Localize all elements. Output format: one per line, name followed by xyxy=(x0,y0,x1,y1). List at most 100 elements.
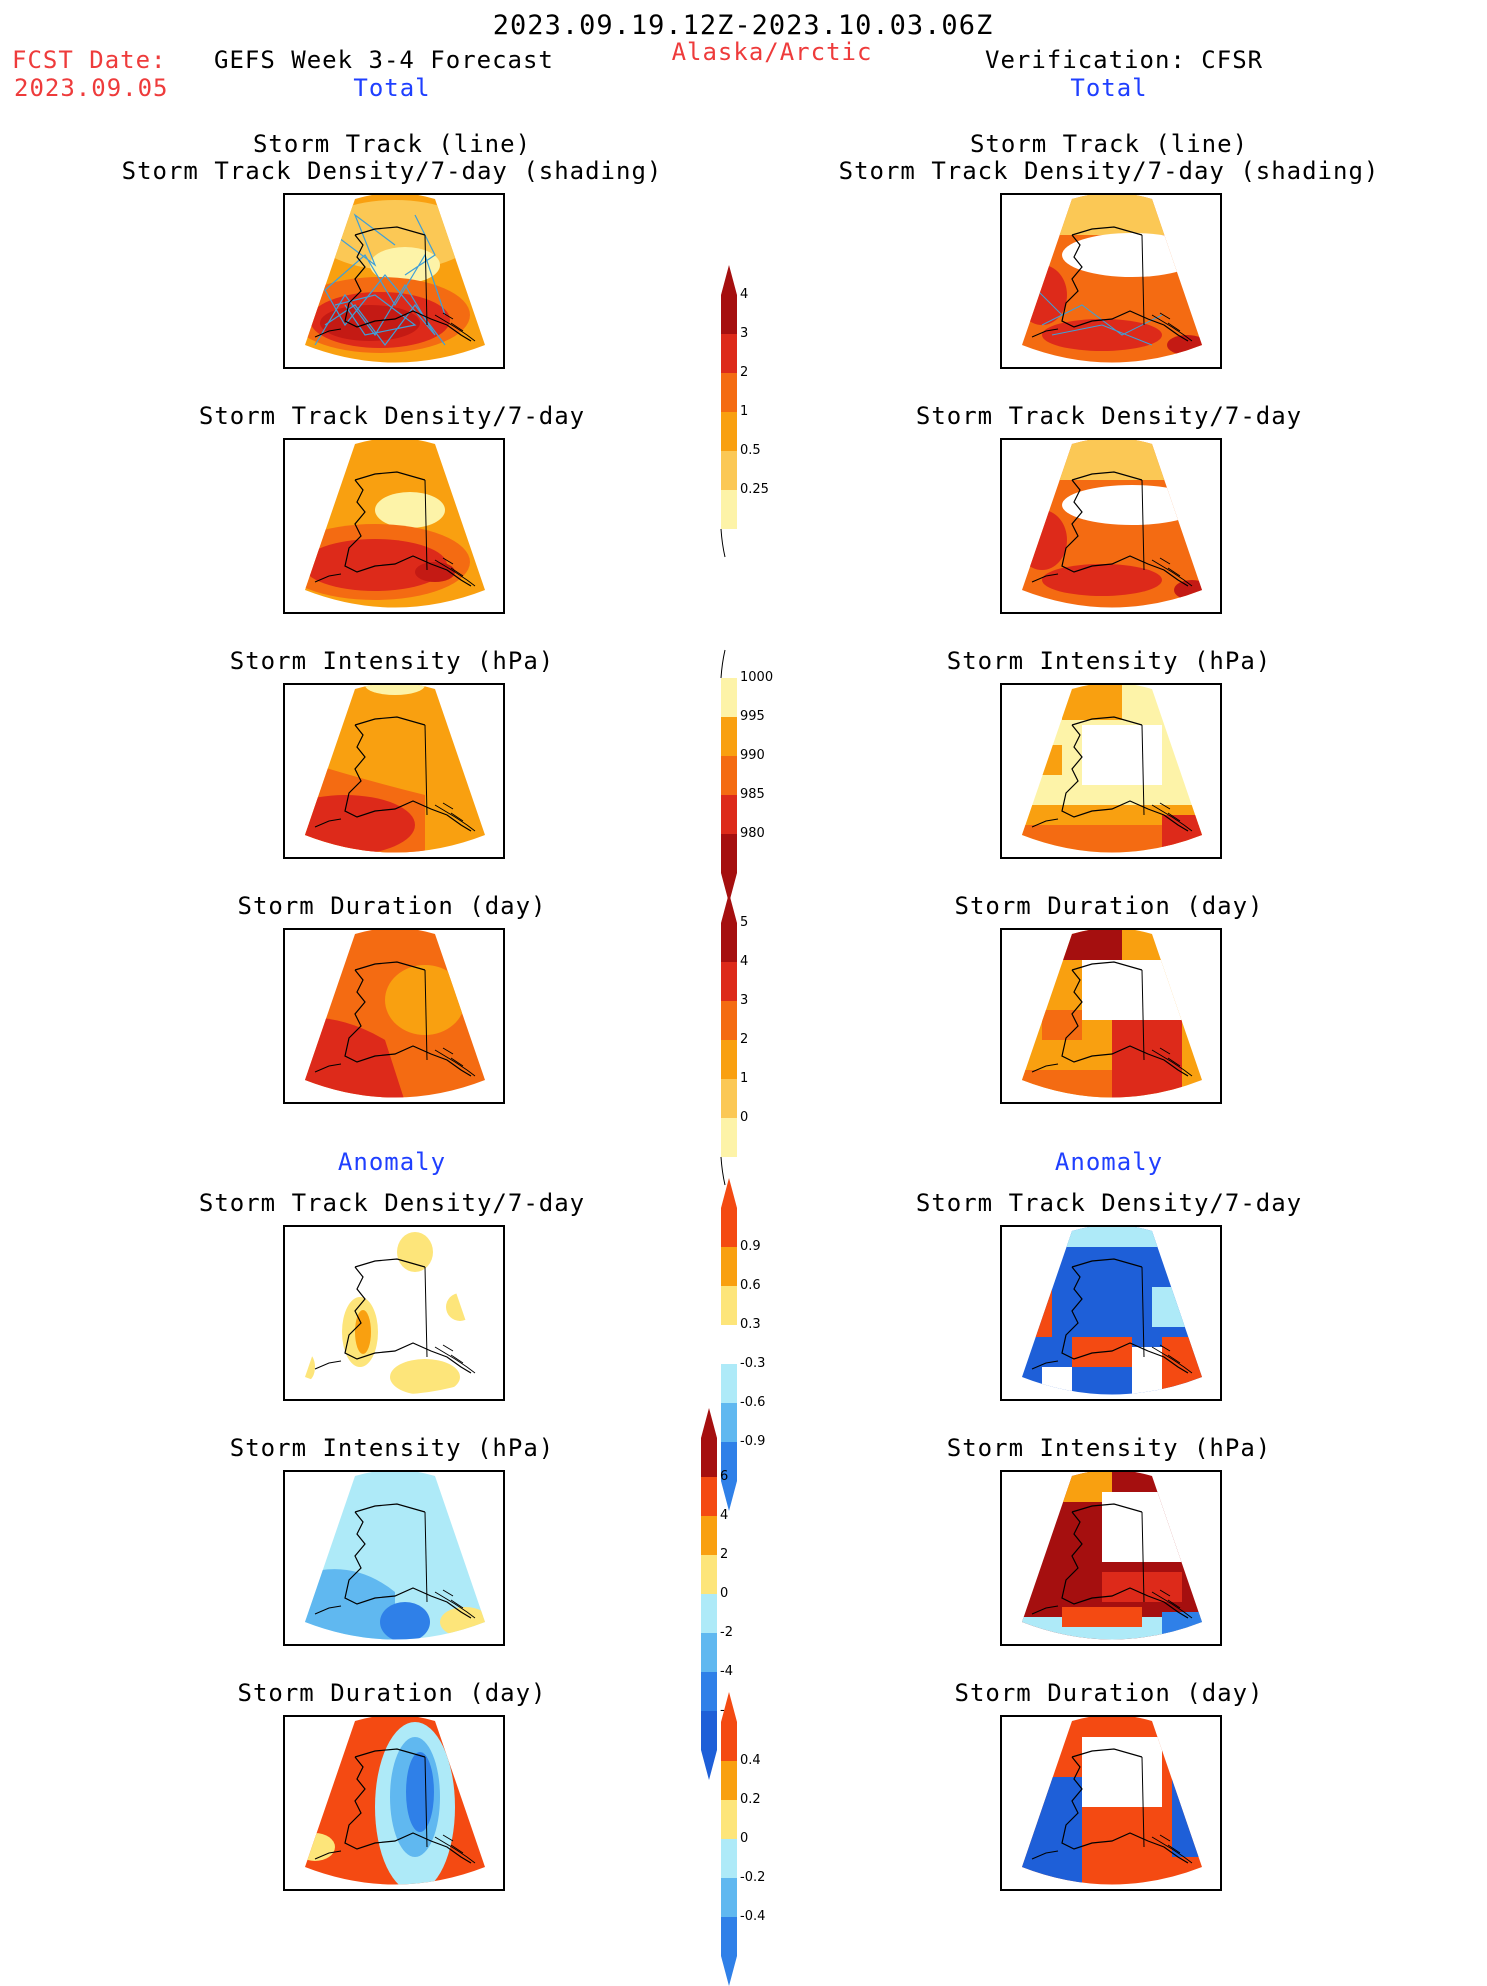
intensity_anom-tick-label: 6 xyxy=(720,1469,729,1484)
density_anom-swatch xyxy=(721,1442,737,1481)
duration_anom-swatch xyxy=(721,1917,737,1956)
density_total-tick-label: 2 xyxy=(740,365,749,380)
density_total-tick-label: 1 xyxy=(740,404,749,419)
duration_anom-top-end xyxy=(721,1692,737,1722)
duration_total-swatch xyxy=(721,962,737,1001)
duration_total-swatch xyxy=(721,923,737,962)
duration_total-tick-label: 4 xyxy=(740,954,749,969)
title-right-intensity-anom: Storm Intensity (hPa) xyxy=(946,1434,1272,1462)
intensity_anom-swatch xyxy=(701,1711,717,1750)
duration_anom-tick-label: -0.4 xyxy=(740,1909,766,1924)
duration_anom-tick-label: 0.4 xyxy=(740,1753,761,1768)
density_anom-swatch xyxy=(721,1208,737,1247)
title-left-intensity: Storm Intensity (hPa) xyxy=(229,647,555,675)
density_anom-bar xyxy=(721,1178,737,1511)
intensity_total-swatch xyxy=(721,717,737,756)
intensity_anom-tick-label: -2 xyxy=(720,1625,733,1640)
track-shading-label: Storm Track Density/7-day (shading) xyxy=(121,157,663,185)
intensity_anom-tick-label: 2 xyxy=(720,1547,729,1562)
density_anom-swatch xyxy=(721,1364,737,1403)
map-left-intensity xyxy=(283,683,505,859)
density_anom-tick-label: 0.6 xyxy=(740,1278,761,1293)
density_total-swatch xyxy=(721,451,737,490)
density_anom-tick-label: 0.3 xyxy=(740,1317,761,1332)
title-left-intensity-anom: Storm Intensity (hPa) xyxy=(229,1434,555,1462)
intensity_anom-swatch xyxy=(701,1555,717,1594)
duration_total-bottom-end xyxy=(720,1156,726,1186)
intensity_anom-swatch xyxy=(701,1594,717,1633)
intensity_total-bottom-end xyxy=(721,873,737,903)
intensity_total-top-end xyxy=(720,649,726,679)
intensity_anom-swatch xyxy=(701,1633,717,1672)
density_total-bar xyxy=(720,265,737,558)
density_total-swatch xyxy=(721,373,737,412)
density_anom-tick-label: -0.6 xyxy=(740,1395,766,1410)
density_anom-swatch xyxy=(721,1286,737,1325)
anomaly-label-left: Anomaly xyxy=(337,1148,447,1176)
duration_anom-swatch xyxy=(721,1761,737,1800)
intensity_total-tick-label: 985 xyxy=(740,787,765,802)
density_anom-swatch xyxy=(721,1403,737,1442)
duration_anom-swatch xyxy=(721,1878,737,1917)
density_anom-tick-label: 0.9 xyxy=(740,1239,761,1254)
intensity_total-tick-label: 990 xyxy=(740,748,765,763)
anomaly-label-right: Anomaly xyxy=(1054,1148,1164,1176)
total-label-right: Total xyxy=(1070,74,1148,102)
density_total-swatch xyxy=(721,295,737,334)
title-left-duration: Storm Duration (day) xyxy=(237,892,547,920)
title-right-density-anom: Storm Track Density/7-day xyxy=(915,1189,1303,1217)
intensity_total-swatch xyxy=(721,834,737,873)
total-label-left: Total xyxy=(353,74,431,102)
map-right-intensity xyxy=(1000,683,1222,859)
intensity_total-tick-label: 980 xyxy=(740,826,765,841)
duration_total-swatch xyxy=(721,1040,737,1079)
density_total-tick-label: 0.5 xyxy=(740,443,761,458)
duration_total-swatch xyxy=(721,1118,737,1157)
title-left-duration-anom: Storm Duration (day) xyxy=(237,1679,547,1707)
duration_total-swatch xyxy=(721,1001,737,1040)
map-left-track xyxy=(283,193,505,369)
density_anom-tick-label: -0.9 xyxy=(740,1434,766,1449)
duration_total-tick-label: 2 xyxy=(740,1032,749,1047)
intensity_total-swatch xyxy=(721,795,737,834)
intensity_anom-bar xyxy=(701,1408,717,1780)
density_total-tick-label: 4 xyxy=(740,287,749,302)
title-left-density: Storm Track Density/7-day xyxy=(198,402,586,430)
density_anom-tick-label: -0.3 xyxy=(740,1356,766,1371)
duration_total-tick-label: 0 xyxy=(740,1110,749,1125)
duration_total-tick-label: 3 xyxy=(740,993,749,1008)
title-left-density-anom: Storm Track Density/7-day xyxy=(198,1189,586,1217)
title-right-intensity: Storm Intensity (hPa) xyxy=(946,647,1272,675)
duration_anom-tick-label: 0.2 xyxy=(740,1792,761,1807)
density_total-swatch xyxy=(721,334,737,373)
map-right-density xyxy=(1000,438,1222,614)
intensity_anom-bottom-end xyxy=(701,1750,717,1780)
map-left-intensity-anom xyxy=(283,1470,505,1646)
intensity_anom-top-end xyxy=(701,1408,717,1438)
density_total-tick-label: 3 xyxy=(740,326,749,341)
map-left-density-anom xyxy=(283,1225,505,1401)
map-right-duration-anom xyxy=(1000,1715,1222,1891)
duration_anom-swatch xyxy=(721,1839,737,1878)
title-right-duration-anom: Storm Duration (day) xyxy=(954,1679,1264,1707)
intensity_total-bar xyxy=(720,649,737,903)
intensity_anom-swatch xyxy=(701,1477,717,1516)
duration_anom-bottom-end xyxy=(721,1956,737,1986)
density_total-top-end xyxy=(721,265,737,295)
duration_total-bar xyxy=(720,893,737,1186)
density_anom-swatch xyxy=(721,1247,737,1286)
density_anom-bottom-end xyxy=(721,1481,737,1511)
forecast-title: GEFS Week 3-4 Forecast xyxy=(214,46,554,74)
title-left-track: Storm Track (line) Storm Track Density/7… xyxy=(122,131,663,185)
fcst-date-value: 2023.09.05 xyxy=(14,74,169,102)
density_anom-top-end xyxy=(721,1178,737,1208)
density_total-bottom-end xyxy=(720,528,726,558)
track-shading-label: Storm Track Density/7-day (shading) xyxy=(838,157,1380,185)
duration_anom-tick-label: -0.2 xyxy=(740,1870,766,1885)
density_total-tick-label: 0.25 xyxy=(740,482,769,497)
intensity_anom-swatch xyxy=(701,1516,717,1555)
intensity_total-swatch xyxy=(721,756,737,795)
map-right-density-anom xyxy=(1000,1225,1222,1401)
intensity_anom-swatch xyxy=(701,1438,717,1477)
fcst-date-label: FCST Date: xyxy=(12,46,167,74)
